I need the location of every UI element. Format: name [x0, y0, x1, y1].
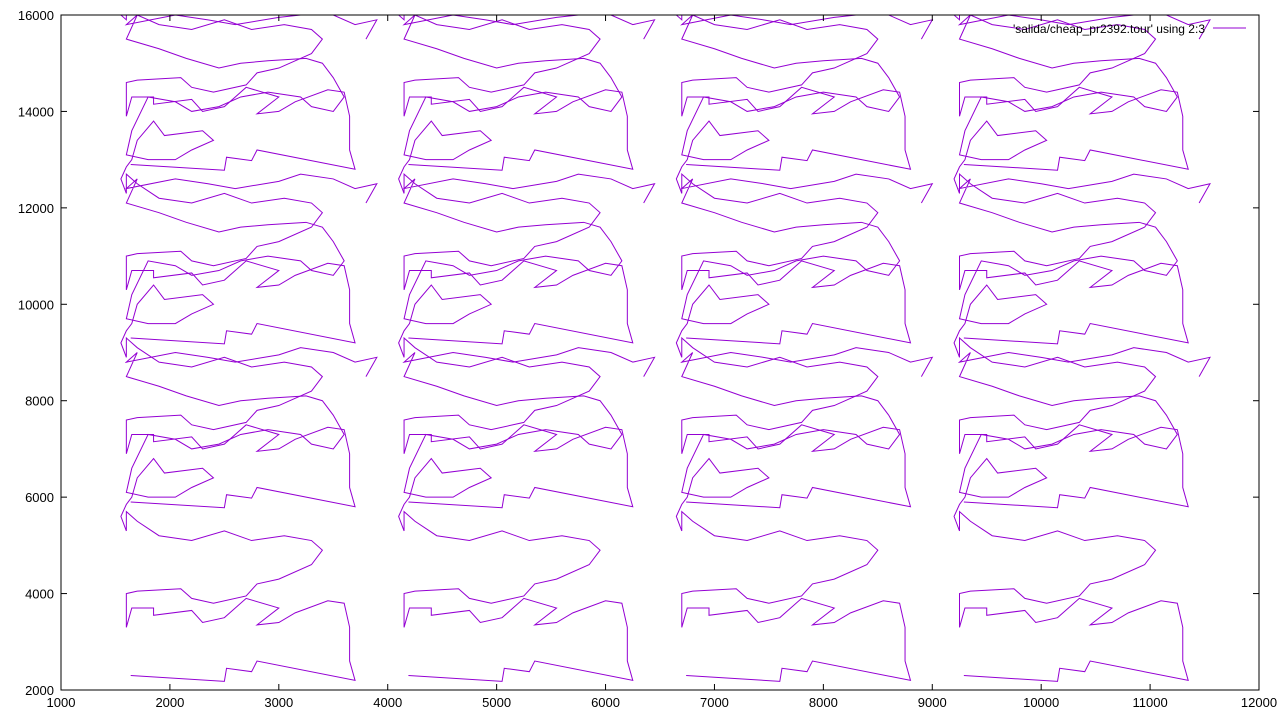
x-tick-label: 12000 — [1241, 695, 1277, 710]
y-tick-label: 12000 — [18, 201, 54, 216]
x-tick-label: 6000 — [591, 695, 620, 710]
x-tick-label: 5000 — [482, 695, 511, 710]
tour-segment — [953, 173, 1211, 509]
tour-segment — [397, 14, 655, 171]
tour-segment — [398, 173, 656, 509]
x-tick-label: 2000 — [155, 695, 184, 710]
x-tick-label: 3000 — [264, 695, 293, 710]
plot-frame — [60, 14, 1260, 691]
y-tick-label: 16000 — [18, 8, 54, 23]
tour-segment — [120, 14, 378, 345]
x-tick-label: 10000 — [1023, 695, 1059, 710]
tour-segment — [675, 14, 933, 171]
x-axis: 1000 2000 3000 4000 5000 6000 7000 8000 9000 1000… — [47, 15, 1277, 710]
y-tick-label: 2000 — [25, 683, 54, 698]
y-tick-label: 6000 — [25, 490, 54, 505]
x-tick-label: 1000 — [47, 695, 76, 710]
x-tick-label: 9000 — [918, 695, 947, 710]
tour-segment — [952, 14, 1210, 171]
tour-segment — [675, 14, 934, 345]
y-tick-label: 10000 — [18, 297, 54, 312]
tour-segment — [120, 173, 378, 509]
y-tick-label: 4000 — [25, 587, 54, 602]
tour-segment — [119, 14, 377, 171]
x-tick-label: 8000 — [809, 695, 838, 710]
y-tick-label: 14000 — [18, 104, 54, 119]
x-tick-label: 7000 — [700, 695, 729, 710]
x-tick-label: 4000 — [373, 695, 402, 710]
tour-path-layer — [119, 14, 1211, 682]
tour-segment — [675, 347, 934, 682]
y-axis: 2000 4000 6000 8000 10000 12000 14000 16000 — [18, 8, 1259, 698]
tour-segment — [398, 347, 656, 682]
x-tick-label: 11000 — [1132, 695, 1167, 710]
legend: 'salida/cheap_pr2392.tour' using 2:3 — [1013, 22, 1246, 36]
tour-segment — [675, 173, 934, 509]
tour-segment — [953, 14, 1211, 345]
tour-segment — [120, 347, 378, 682]
legend-label: 'salida/cheap_pr2392.tour' using 2:3 — [1013, 22, 1205, 36]
tour-segment — [398, 14, 656, 345]
tour-segment — [953, 347, 1211, 682]
y-tick-label: 8000 — [25, 394, 54, 409]
